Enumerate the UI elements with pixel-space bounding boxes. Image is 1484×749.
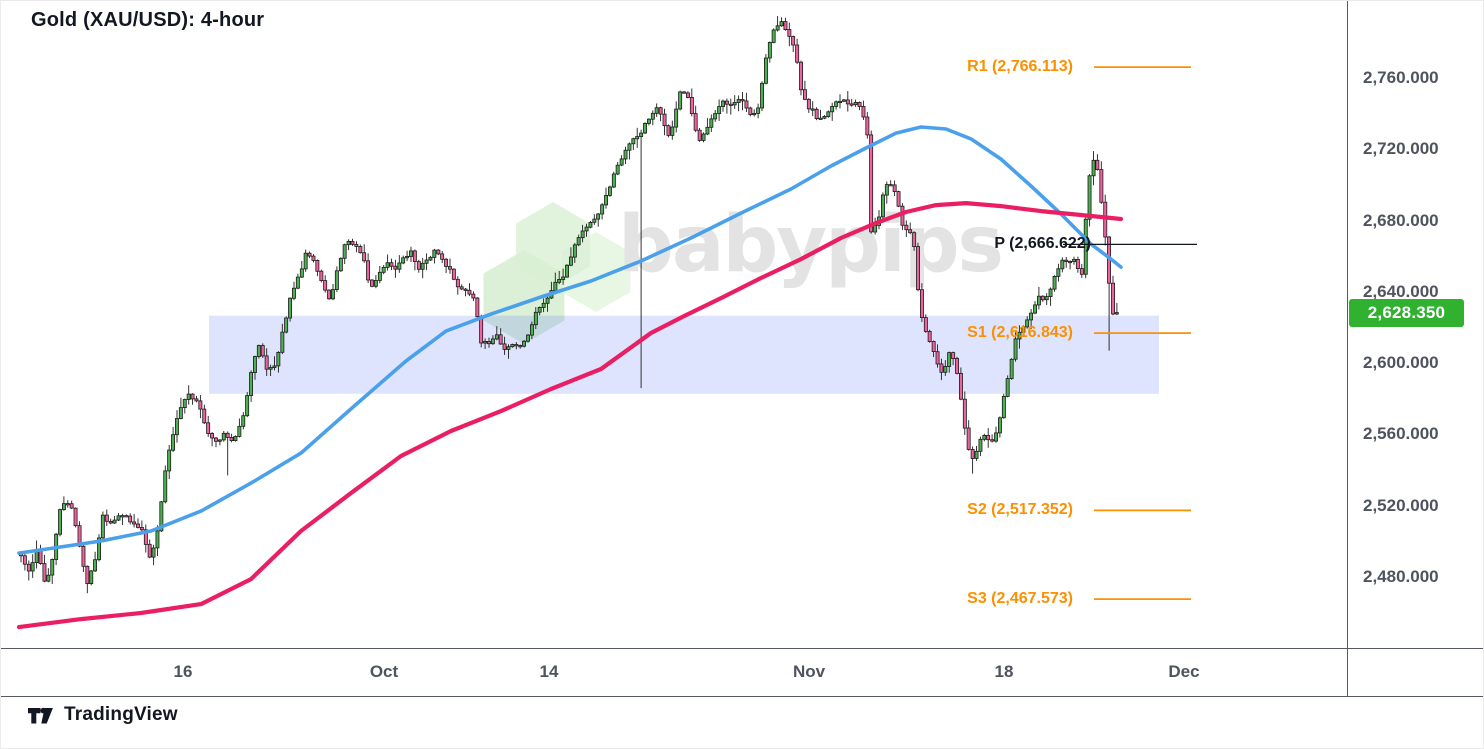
babypips-watermark-text: babypips (618, 200, 1004, 290)
current-price-badge: 2,628.350 (1349, 298, 1464, 327)
time-axis-label: 14 (539, 662, 559, 681)
ma-fast-line (17, 125, 1123, 555)
time-axis-label: Dec (1168, 662, 1200, 681)
price-axis-separator (1347, 1, 1348, 696)
footer: TradingView (27, 704, 178, 726)
current-price-value: 2,628.350 (1367, 302, 1446, 322)
pivot-label-S1: S1 (2,616.843) (967, 324, 1073, 342)
ma-slow-line (16, 201, 1124, 630)
time-axis-label: 18 (994, 662, 1014, 681)
pivot-label-S3: S3 (2,467.573) (967, 590, 1073, 608)
price-axis-label: 2,600.000 (1363, 353, 1439, 373)
candle-wicks (20, 16, 1118, 594)
price-axis-label: 2,720.000 (1363, 139, 1439, 159)
time-axis-label: Nov (792, 662, 826, 681)
time-axis-label: Oct (369, 662, 399, 681)
price-axis-label: 2,480.000 (1363, 566, 1439, 586)
price-axis-label: 2,560.000 (1363, 424, 1439, 444)
price-axis-label: 2,640.000 (1363, 281, 1439, 301)
pivot-label-S2: S2 (2,517.352) (967, 501, 1073, 519)
chart-title: Gold (XAU/USD): 4-hour (31, 9, 265, 31)
highlight-zone (209, 315, 1159, 394)
pivot-label-R1: R1 (2,766.113) (967, 58, 1073, 76)
tradingview-icon (28, 707, 53, 723)
price-axis-label: 2,680.000 (1363, 210, 1439, 230)
footer-separator (1, 696, 1483, 697)
time-axis-separator (1, 648, 1483, 649)
time-axis-label: 16 (173, 662, 193, 681)
price-axis-label: 2,520.000 (1363, 495, 1439, 515)
price-axis-label: 2,760.000 (1363, 68, 1439, 87)
chart-canvas[interactable] (1, 1, 1348, 648)
candle-bodies (18, 21, 1119, 585)
tradingview-brand-text: TradingView (64, 704, 178, 725)
pivot-label-P: P (2,666.622) (994, 235, 1091, 253)
